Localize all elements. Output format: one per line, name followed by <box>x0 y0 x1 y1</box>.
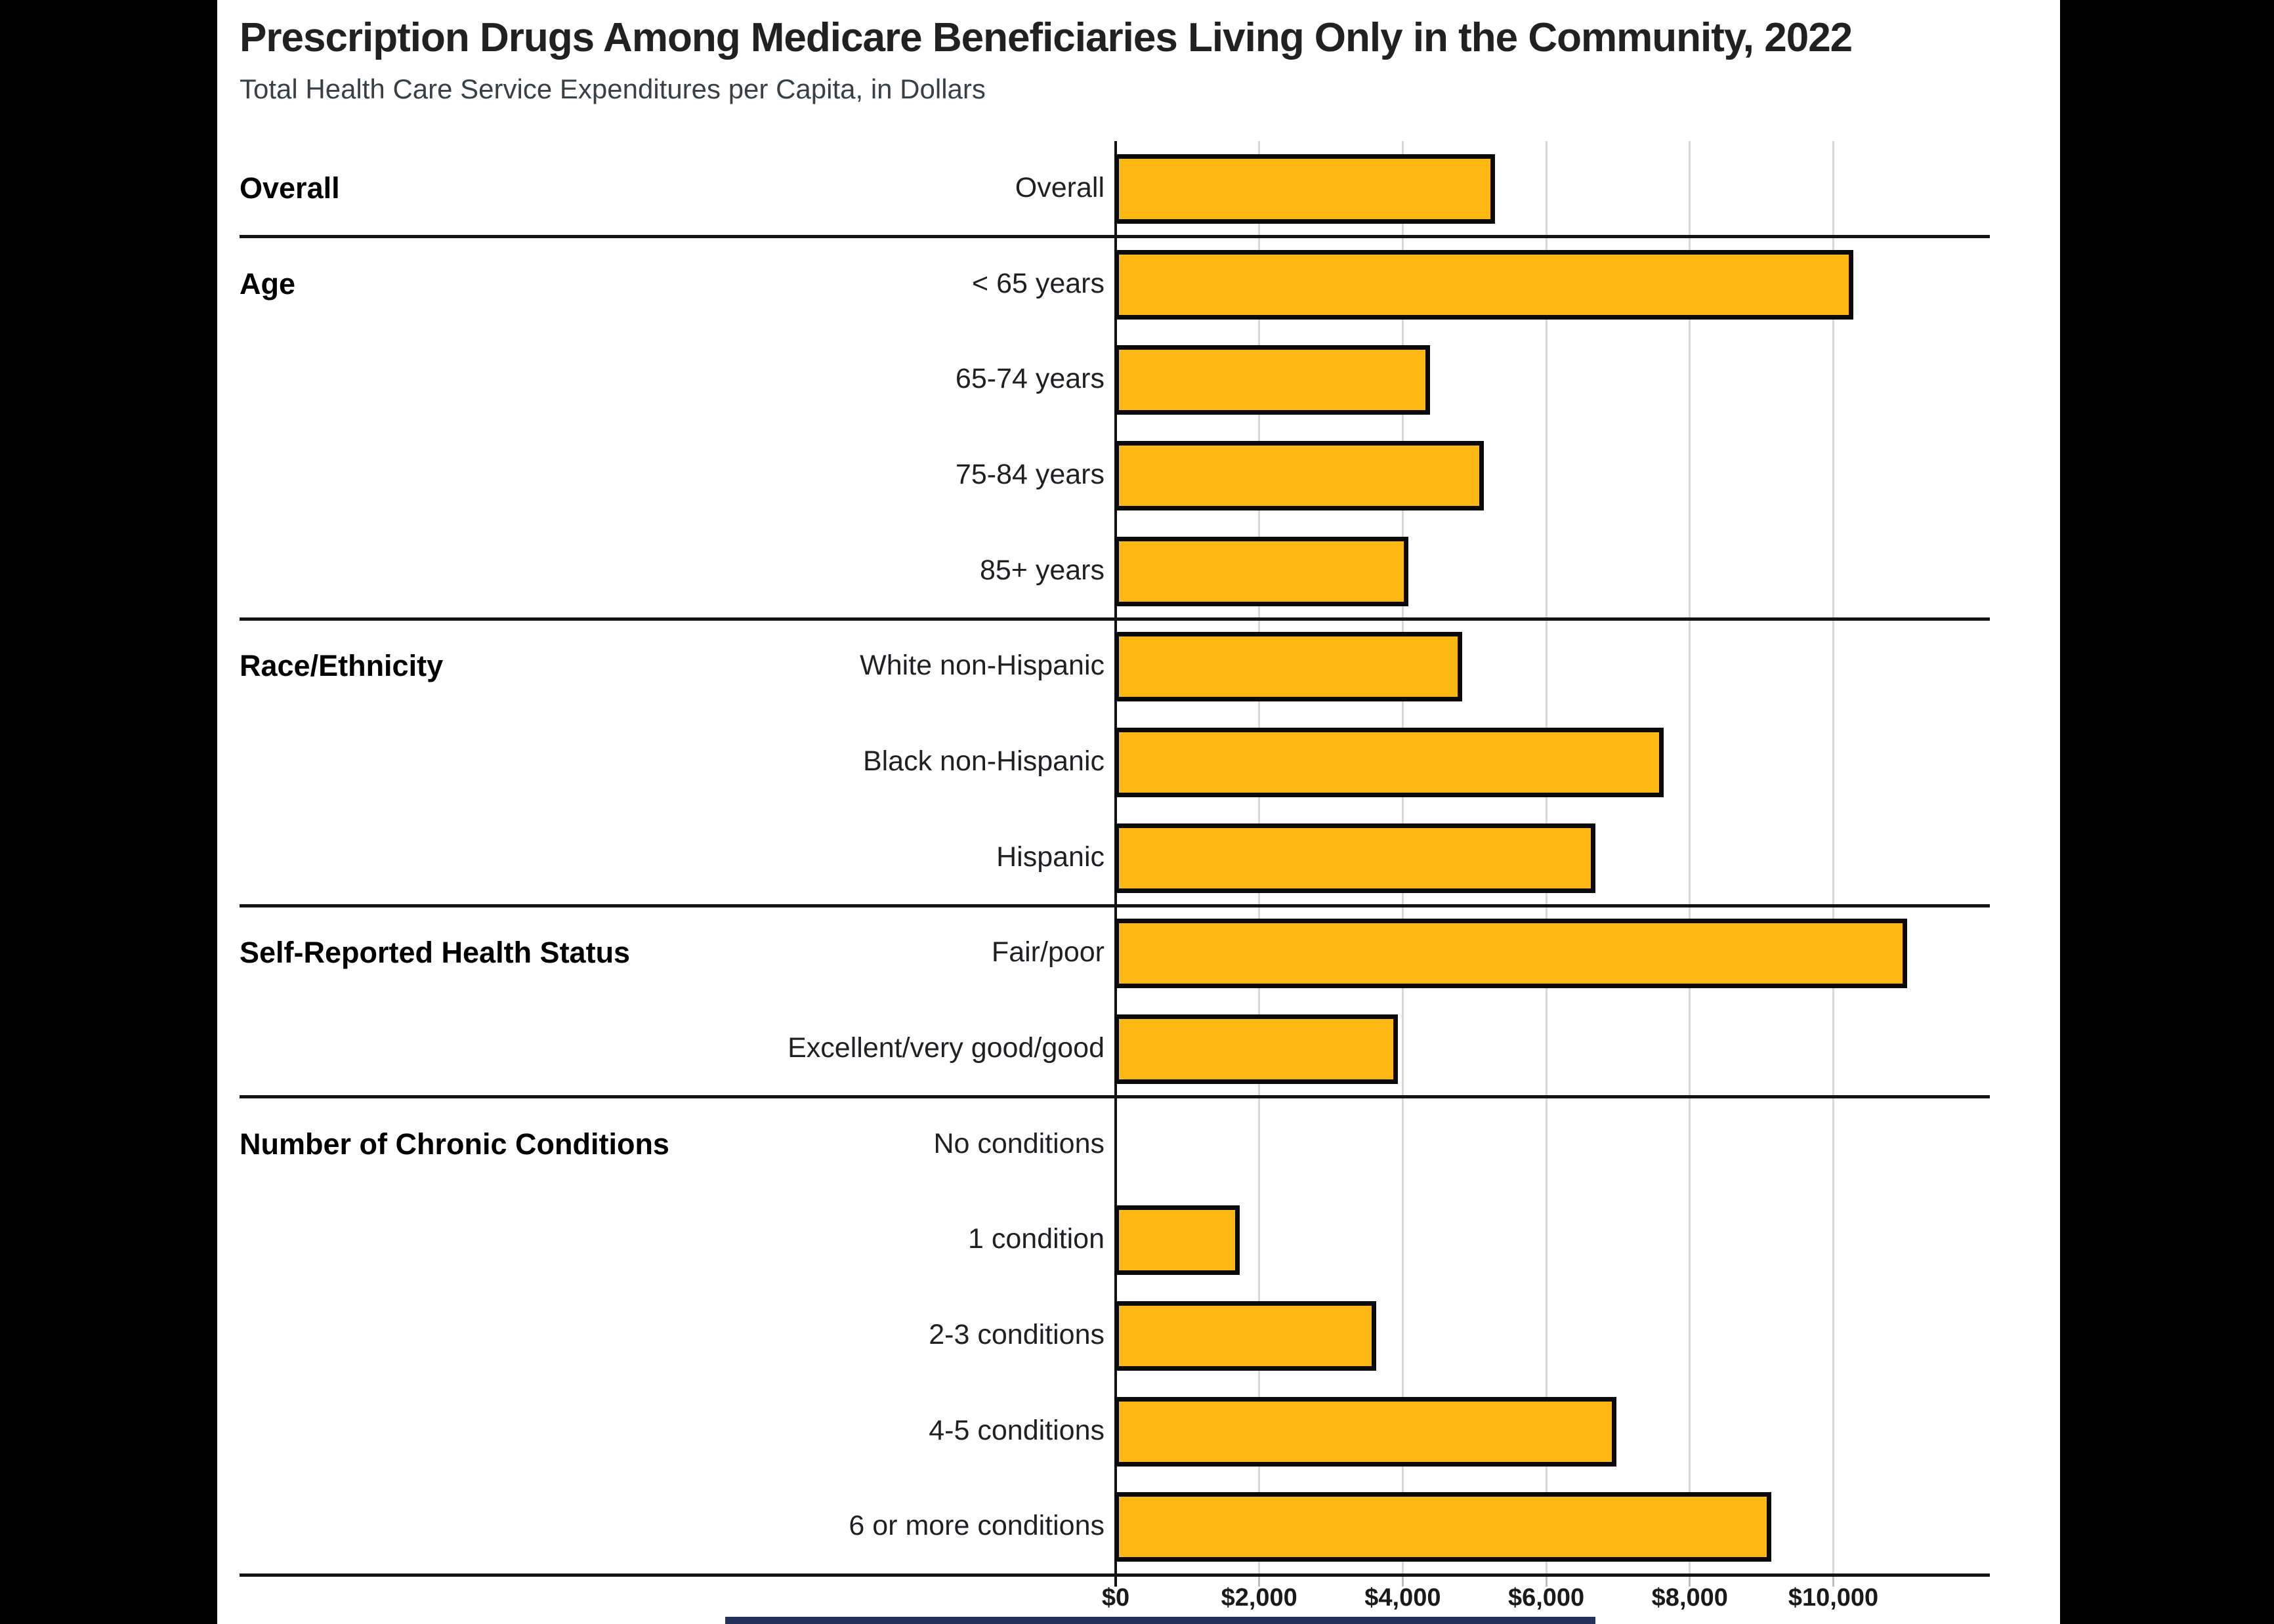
footer-strip <box>725 1617 1595 1624</box>
axis-tick <box>1114 1575 1117 1587</box>
gridline <box>1689 141 1691 1575</box>
x-tick-label: $6,000 <box>1507 1584 1585 1612</box>
row-label: Black non-Hispanic <box>862 745 1105 777</box>
bar-chart-plot: $0 $2,000 $4,000 $6,000 $8,000 $10,000 Overall… <box>217 0 2060 1624</box>
x-tick-label: $8,000 <box>1651 1584 1728 1612</box>
section-label: Race/Ethnicity <box>240 649 444 683</box>
row-label: < 65 years <box>972 267 1105 299</box>
row-label: Overall <box>1015 171 1105 203</box>
row-label: 6 or more conditions <box>849 1510 1105 1542</box>
section-label: Self-Reported Health Status <box>240 936 631 970</box>
bar <box>1114 919 1908 989</box>
bar <box>1114 249 1854 320</box>
bar <box>1114 1014 1398 1084</box>
row-label: 4-5 conditions <box>929 1414 1105 1446</box>
row-label: 2-3 conditions <box>929 1318 1105 1350</box>
row-label: Hispanic <box>996 841 1105 873</box>
section-label: Number of Chronic Conditions <box>240 1127 669 1161</box>
axis-tick <box>1258 1575 1261 1587</box>
axis-tick <box>1832 1575 1834 1587</box>
axis-tick <box>1401 1575 1404 1587</box>
row-label: White non-Hispanic <box>860 650 1105 682</box>
section-label: Overall <box>240 171 340 205</box>
gridline <box>1832 141 1834 1575</box>
axis-tick <box>1689 1575 1691 1587</box>
section-label: Age <box>240 266 296 301</box>
bar <box>1114 440 1484 510</box>
x-tick-label: $10,000 <box>1788 1584 1879 1612</box>
bar <box>1114 1492 1771 1562</box>
bar <box>1114 727 1664 797</box>
bar <box>1114 1301 1377 1371</box>
bar <box>1114 345 1431 415</box>
bar <box>1114 536 1409 606</box>
bar <box>1114 1205 1240 1276</box>
row-label: 85+ years <box>979 554 1105 586</box>
row-label: Excellent/very good/good <box>788 1031 1105 1064</box>
bar <box>1114 1396 1617 1467</box>
x-tick-label: $4,000 <box>1364 1584 1441 1612</box>
section-divider <box>240 617 1990 621</box>
x-tick-label: $0 <box>1101 1584 1130 1612</box>
chart-title: Prescription Drugs Among Medicare Benefi… <box>240 15 1853 60</box>
section-divider <box>240 1095 1990 1099</box>
row-label: 65-74 years <box>955 363 1105 395</box>
chart-canvas: Prescription Drugs Among Medicare Benefi… <box>217 0 2060 1624</box>
bar <box>1114 632 1463 702</box>
row-label: Fair/poor <box>991 936 1105 968</box>
x-axis-line <box>240 1573 1990 1577</box>
bar <box>1114 823 1595 893</box>
row-label: 1 condition <box>968 1223 1105 1255</box>
section-divider <box>240 235 1990 239</box>
row-label: No conditions <box>933 1127 1105 1159</box>
x-tick-label: $2,000 <box>1221 1584 1297 1612</box>
chart-subtitle: Total Health Care Service Expenditures p… <box>240 73 986 104</box>
bar <box>1114 154 1495 224</box>
row-label: 75-84 years <box>955 458 1105 490</box>
section-divider <box>240 904 1990 907</box>
axis-tick <box>1545 1575 1548 1587</box>
